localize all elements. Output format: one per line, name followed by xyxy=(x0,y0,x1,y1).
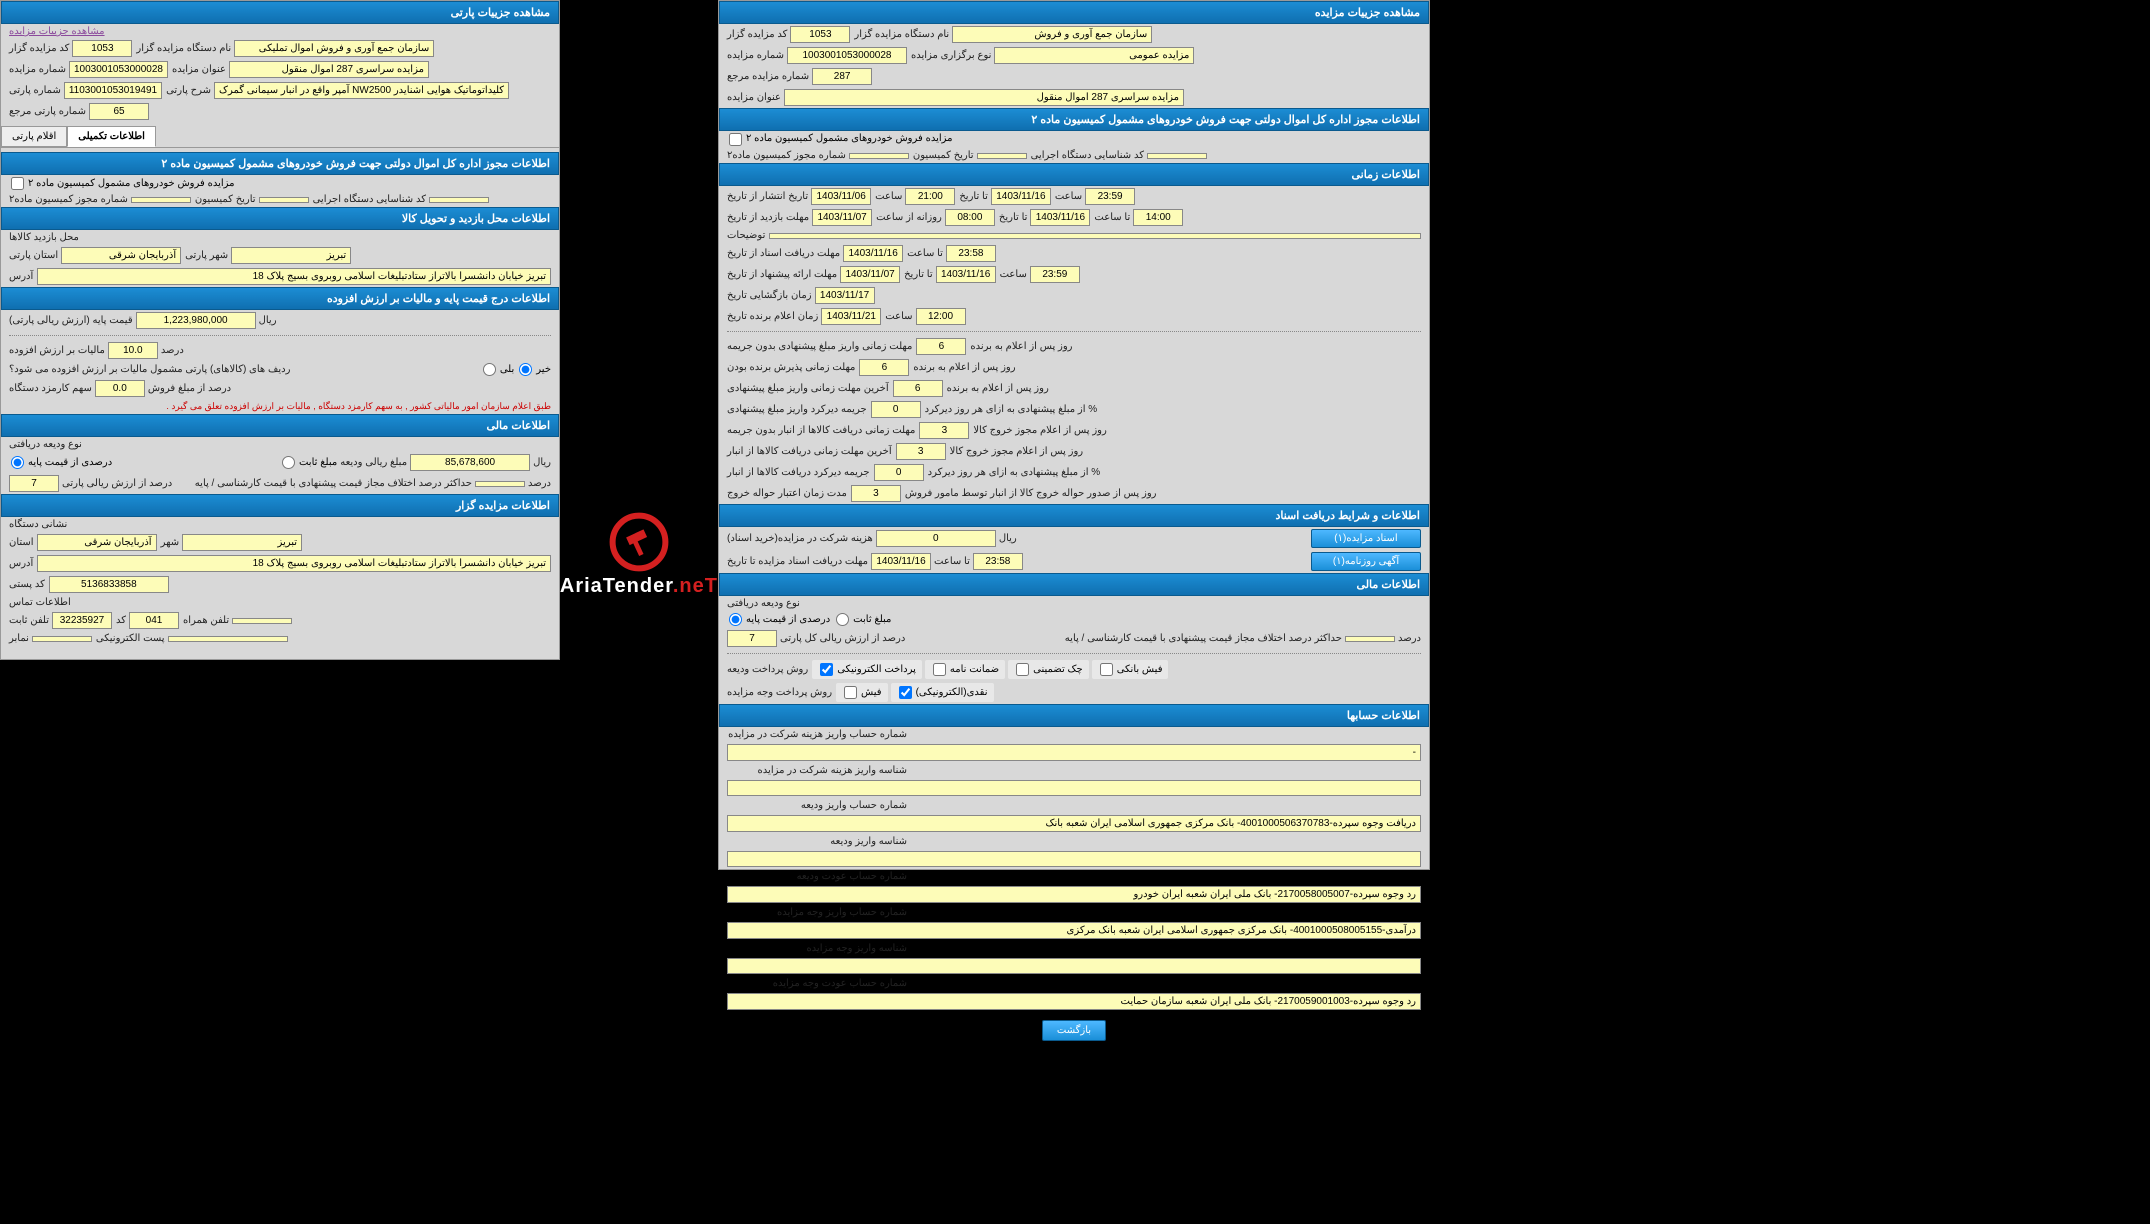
lbl: آدرس xyxy=(9,271,33,282)
section-visit: اطلاعات محل بازدید و تحویل کالا xyxy=(1,207,559,230)
lbl: درصد از ارزش ریالی پارتی xyxy=(62,478,172,489)
val: سازمان جمع آوری و فروش اموال تملیکی xyxy=(234,40,434,57)
val xyxy=(429,197,489,203)
newspaper-button[interactable]: آگهی روزنامه(۱) xyxy=(1311,552,1421,571)
back-button[interactable]: بازگشت xyxy=(1042,1020,1106,1041)
lbl: نام دستگاه مزایده گزار xyxy=(136,43,231,54)
tab-bar: اقلام پارتی اطلاعات تکمیلی xyxy=(1,126,559,148)
section-permit: اطلاعات مجوز اداره کل اموال دولتی جهت فر… xyxy=(1,152,559,175)
docs-button[interactable]: اسناد مزایده(۱) xyxy=(1311,529,1421,548)
lbl: شماره مزایده xyxy=(9,64,66,75)
chk-guarantee[interactable] xyxy=(933,663,946,676)
row-addr: آدرس تبریز خیابان دانشسرا بالاتراز ستادتب… xyxy=(1,266,559,287)
lbl: کد مزایده گزار xyxy=(9,43,69,54)
lbl: سهم کارمزد دستگاه xyxy=(9,383,92,394)
unit: درصد xyxy=(161,345,184,356)
section-org: اطلاعات مزایده گزار xyxy=(1,494,559,517)
tab-extra[interactable]: اطلاعات تکمیلی xyxy=(67,126,156,147)
logo-area: AriaTender.neT xyxy=(560,512,718,598)
row-code: کد مزایده گزار1053 نام دستگاه مزایده گزا… xyxy=(1,38,559,59)
unit: درصد از مبلغ فروش xyxy=(148,383,231,394)
val: 0.0 xyxy=(95,380,145,397)
row-permit: شماره مجوز کمیسیون ماده۲ تاریخ کمیسیون ک… xyxy=(1,192,559,207)
val: 1103001053019491 xyxy=(64,82,162,99)
row-fee: سهم کارمزد دستگاه0.0درصد از مبلغ فروش xyxy=(1,378,559,399)
val: 1003001053000028 xyxy=(69,61,168,78)
chk-epay[interactable] xyxy=(820,663,833,676)
val xyxy=(475,481,525,487)
radio-percent[interactable] xyxy=(11,456,24,469)
radio-fixed-r[interactable] xyxy=(836,613,849,626)
section-price: اطلاعات درج قیمت پایه و مالیات بر ارزش ا… xyxy=(1,287,559,310)
val: تبریز xyxy=(231,247,351,264)
lbl: محل بازدید کالاها xyxy=(9,232,79,243)
lbl: نشانی دستگاه xyxy=(9,519,67,530)
radio-no[interactable] xyxy=(519,363,532,376)
chk-commission-r[interactable] xyxy=(729,133,742,146)
auction-header: مشاهده جزییات مزایده xyxy=(719,1,1429,24)
val: 1053 xyxy=(72,40,132,57)
lbl: قیمت پایه (ارزش ریالی پارتی) xyxy=(9,315,133,326)
section-fin: اطلاعات مالی xyxy=(1,414,559,437)
chk-fish[interactable] xyxy=(1100,663,1113,676)
tab-items[interactable]: اقلام پارتی xyxy=(1,126,67,147)
lbl: شماره پارتی xyxy=(9,85,61,96)
row-province: استان پارتیآذربایجان شرقی شهر پارتیتبریز xyxy=(1,245,559,266)
val xyxy=(259,197,309,203)
hammer-icon xyxy=(609,512,669,572)
section-accounts: اطلاعات حسابها xyxy=(719,704,1429,727)
row-ref: شماره پارتی مرجع65 xyxy=(1,101,559,122)
chk-commission[interactable] xyxy=(11,177,24,190)
val: 65 xyxy=(89,103,149,120)
lbl: استان پارتی xyxy=(9,250,58,261)
lbl: حداکثر درصد اختلاف مجاز قیمت پیشنهادی با… xyxy=(195,478,472,489)
section-time: اطلاعات زمانی xyxy=(719,163,1429,186)
val: مزایده سراسری 287 اموال منقول xyxy=(229,61,429,78)
note-tax: طبق اعلام سازمان امور مالیاتی کشور , به … xyxy=(1,399,559,414)
row-num: شماره مزایده1003001053000028 عنوان مزاید… xyxy=(1,59,559,80)
val: آذربایجان شرقی xyxy=(61,247,181,264)
logo-text: AriaTender.neT xyxy=(560,575,718,598)
val: 10.0 xyxy=(108,342,158,359)
lbl: ردیف های (کالاهای) پارتی مشمول مالیات بر… xyxy=(9,364,290,375)
section-fin-r: اطلاعات مالی xyxy=(719,573,1429,596)
lbl: تاریخ کمیسیون xyxy=(195,194,256,205)
party-details-panel: مشاهده جزییات پارتی مشاهده جزییات مزایده… xyxy=(0,0,560,660)
row-baseprice: قیمت پایه (ارزش ریالی پارتی)1,223,980,00… xyxy=(1,310,559,331)
lbl: شهر پارتی xyxy=(185,250,228,261)
val: 7 xyxy=(9,475,59,492)
chk-row: مزایده فروش خودروهای مشمول کمیسیون ماده … xyxy=(1,175,559,192)
radio-fixed[interactable] xyxy=(282,456,295,469)
lbl: شماره مجوز کمیسیون ماده۲ xyxy=(9,194,128,205)
lbl: نوع ودیعه دریافتی xyxy=(9,439,82,450)
section-permit-r: اطلاعات مجوز اداره کل اموال دولتی جهت فر… xyxy=(719,108,1429,131)
val: 1,223,980,000 xyxy=(136,312,256,329)
row-pct: 7درصد از ارزش ریالی پارتی حداکثر درصد اخ… xyxy=(1,473,559,494)
lbl: عنوان مزایده xyxy=(172,64,226,75)
row-fax: نمابر پست الکترونیکی xyxy=(1,631,559,646)
row-phone: تلفن ثابت32235927 کد041 تلفن همراه xyxy=(1,610,559,631)
row-vat: مالیات بر ارزش افزوده10.0درصد xyxy=(1,340,559,361)
chk-check[interactable] xyxy=(1016,663,1029,676)
lbl: شماره پارتی مرجع xyxy=(9,106,86,117)
radio-percent-r[interactable] xyxy=(729,613,742,626)
radio-yes[interactable] xyxy=(483,363,496,376)
val xyxy=(131,197,191,203)
unit: ریال xyxy=(259,315,277,326)
val: تبریز خیابان دانشسرا بالاتراز ستادتبلیغا… xyxy=(37,268,551,285)
auction-details-panel: مشاهده جزییات مزایده کد مزایده گزار1053 … xyxy=(718,0,1430,870)
view-auction-link[interactable]: مشاهده جزییات مزایده xyxy=(9,26,105,37)
lbl: کد شناسایی دستگاه اجرایی xyxy=(313,194,426,205)
section-docs: اطلاعات و شرایط دریافت اسناد xyxy=(719,504,1429,527)
row-party: شماره پارتی1103001053019491 شرح پارتیکلی… xyxy=(1,80,559,101)
row-deposit: درصدی از قیمت پایه مبلغ ثابت مبلغ ریالی … xyxy=(1,452,559,473)
vat-radio: بلی خیر xyxy=(481,363,551,376)
val: کلیداتوماتیک هوایی اشنایدر NW2500 آمپر و… xyxy=(214,82,509,99)
chk-cash[interactable] xyxy=(899,686,912,699)
chk-fish2[interactable] xyxy=(844,686,857,699)
lbl: شرح پارتی xyxy=(166,85,211,96)
row-org-prov: استانآذربایجان شرقی شهرتبریز xyxy=(1,532,559,553)
lbl: مالیات بر ارزش افزوده xyxy=(9,345,105,356)
party-header: مشاهده جزییات پارتی xyxy=(1,1,559,24)
